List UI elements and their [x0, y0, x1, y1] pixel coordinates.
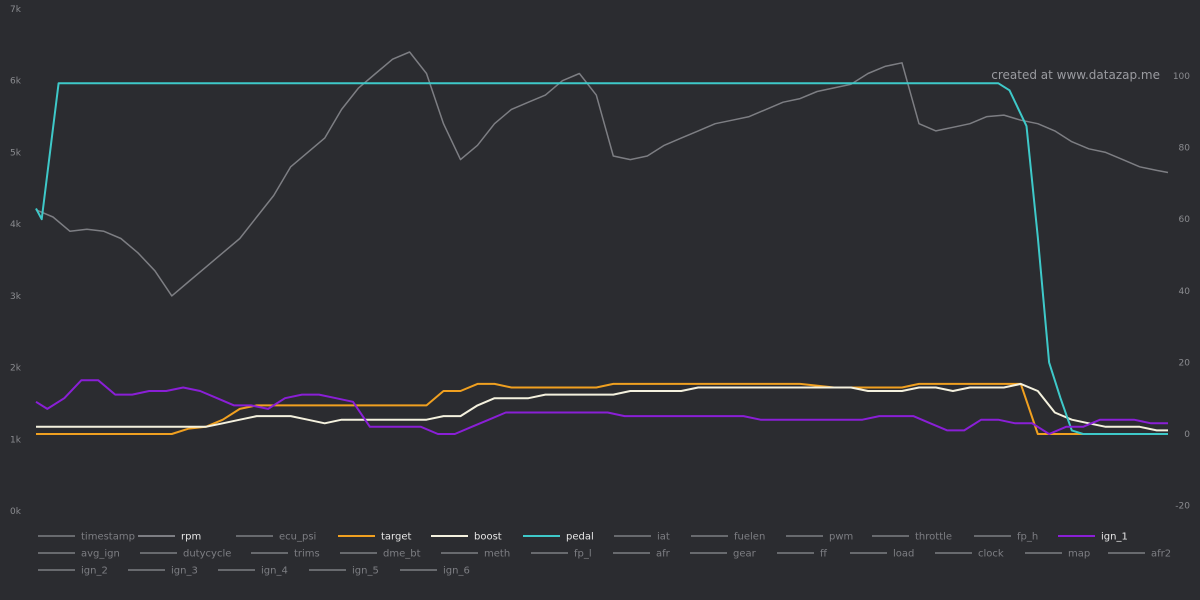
- right-axis-tick-20: 20: [1179, 358, 1191, 368]
- left-axis-tick-1k: 1k: [10, 435, 22, 445]
- left-axis-tick-4k: 4k: [10, 220, 22, 230]
- legend-label-clock: clock: [978, 549, 1004, 560]
- legend-item-fp_l[interactable]: fp_l: [531, 549, 592, 560]
- legend-item-load[interactable]: load: [850, 549, 914, 560]
- legend-label-dme_bt: dme_bt: [383, 549, 421, 560]
- legend-item-ff[interactable]: ff: [777, 549, 828, 560]
- legend-label-rpm: rpm: [181, 532, 201, 543]
- legend-item-rpm[interactable]: rpm: [138, 532, 201, 543]
- legend-label-ecu_psi: ecu_psi: [279, 532, 316, 543]
- series-line-ign_1: [35, 379, 1168, 435]
- legend-item-dutycycle[interactable]: dutycycle: [140, 549, 231, 560]
- series-line-boost: [36, 382, 1168, 432]
- legend-label-fuelen: fuelen: [734, 532, 765, 543]
- left-axis-tick-5k: 5k: [10, 148, 22, 158]
- legend-item-ign_2[interactable]: ign_2: [38, 566, 108, 577]
- left-axis-tick-7k: 7k: [10, 5, 22, 15]
- legend-item-target[interactable]: target: [338, 532, 411, 543]
- left-axis-tick-2k: 2k: [10, 364, 22, 374]
- legend-label-timestamp: timestamp: [81, 532, 135, 543]
- legend-label-pedal: pedal: [566, 532, 594, 543]
- legend-label-ign_6: ign_6: [443, 566, 470, 577]
- legend-label-afr2: afr2: [1151, 549, 1171, 560]
- legend-label-avg_ign: avg_ign: [81, 549, 120, 560]
- left-axis-tick-0k: 0k: [10, 507, 22, 517]
- left-axis-tick-6k: 6k: [10, 77, 22, 87]
- right-axis-tick-60: 60: [1179, 215, 1191, 225]
- legend-label-fp_h: fp_h: [1017, 532, 1038, 543]
- legend-item-fp_h[interactable]: fp_h: [974, 532, 1038, 543]
- legend-item-boost[interactable]: boost: [431, 532, 502, 543]
- legend-label-map: map: [1068, 549, 1090, 560]
- legend[interactable]: timestamp rpm ecu_psi target boost pedal iat fu…: [38, 532, 1171, 577]
- right-axis-tick--20: -20: [1175, 502, 1190, 512]
- series-line-pedal: [35, 82, 1168, 435]
- right-axis-tick-80: 80: [1179, 144, 1191, 154]
- legend-item-ign_4[interactable]: ign_4: [218, 566, 288, 577]
- legend-label-load: load: [893, 549, 914, 560]
- series-line-rpm: [35, 51, 1169, 297]
- legend-item-pwm[interactable]: pwm: [786, 532, 853, 543]
- legend-item-ign_5[interactable]: ign_5: [309, 566, 379, 577]
- legend-label-ign_2: ign_2: [81, 566, 108, 577]
- right-axis-tick-100: 100: [1173, 72, 1190, 82]
- legend-item-clock[interactable]: clock: [935, 549, 1004, 560]
- watermark-text: created at www.datazap.me: [991, 68, 1160, 82]
- legend-label-gear: gear: [733, 549, 757, 560]
- legend-label-afr: afr: [656, 549, 671, 560]
- legend-item-afr[interactable]: afr: [613, 549, 671, 560]
- legend-item-map[interactable]: map: [1025, 549, 1090, 560]
- series-line-target: [36, 382, 1168, 435]
- legend-item-ign_1[interactable]: ign_1: [1058, 532, 1128, 543]
- legend-label-ff: ff: [820, 549, 828, 560]
- legend-item-fuelen[interactable]: fuelen: [691, 532, 765, 543]
- legend-label-throttle: throttle: [915, 532, 952, 543]
- legend-item-avg_ign[interactable]: avg_ign: [38, 549, 120, 560]
- legend-label-dutycycle: dutycycle: [183, 549, 231, 560]
- legend-label-target: target: [381, 532, 411, 543]
- legend-item-timestamp[interactable]: timestamp: [38, 532, 135, 543]
- legend-label-ign_1: ign_1: [1101, 532, 1128, 543]
- plot-area: [35, 51, 1169, 435]
- legend-item-dme_bt[interactable]: dme_bt: [340, 549, 421, 560]
- legend-label-pwm: pwm: [829, 532, 853, 543]
- legend-label-ign_4: ign_4: [261, 566, 288, 577]
- legend-label-ign_3: ign_3: [171, 566, 198, 577]
- legend-label-iat: iat: [657, 532, 670, 543]
- legend-label-trims: trims: [294, 549, 320, 560]
- legend-label-boost: boost: [474, 532, 502, 543]
- legend-item-iat[interactable]: iat: [614, 532, 670, 543]
- axes: 0k 1k 2k 3k 4k 5k 6k 7k -20 0 20 40 60 80 100: [10, 5, 1190, 517]
- left-axis-tick-3k: 3k: [10, 292, 22, 302]
- legend-item-pedal[interactable]: pedal: [523, 532, 594, 543]
- legend-item-meth[interactable]: meth: [441, 549, 510, 560]
- legend-item-ign_6[interactable]: ign_6: [400, 566, 470, 577]
- legend-item-ign_3[interactable]: ign_3: [128, 566, 198, 577]
- legend-item-trims[interactable]: trims: [251, 549, 320, 560]
- legend-item-afr2[interactable]: afr2: [1108, 549, 1171, 560]
- legend-item-ecu_psi[interactable]: ecu_psi: [236, 532, 316, 543]
- legend-item-throttle[interactable]: throttle: [872, 532, 952, 543]
- legend-label-fp_l: fp_l: [574, 549, 592, 560]
- right-axis-tick-0: 0: [1184, 430, 1190, 440]
- legend-label-ign_5: ign_5: [352, 566, 379, 577]
- legend-label-meth: meth: [484, 549, 510, 560]
- legend-item-gear[interactable]: gear: [690, 549, 757, 560]
- right-axis-tick-40: 40: [1179, 287, 1191, 297]
